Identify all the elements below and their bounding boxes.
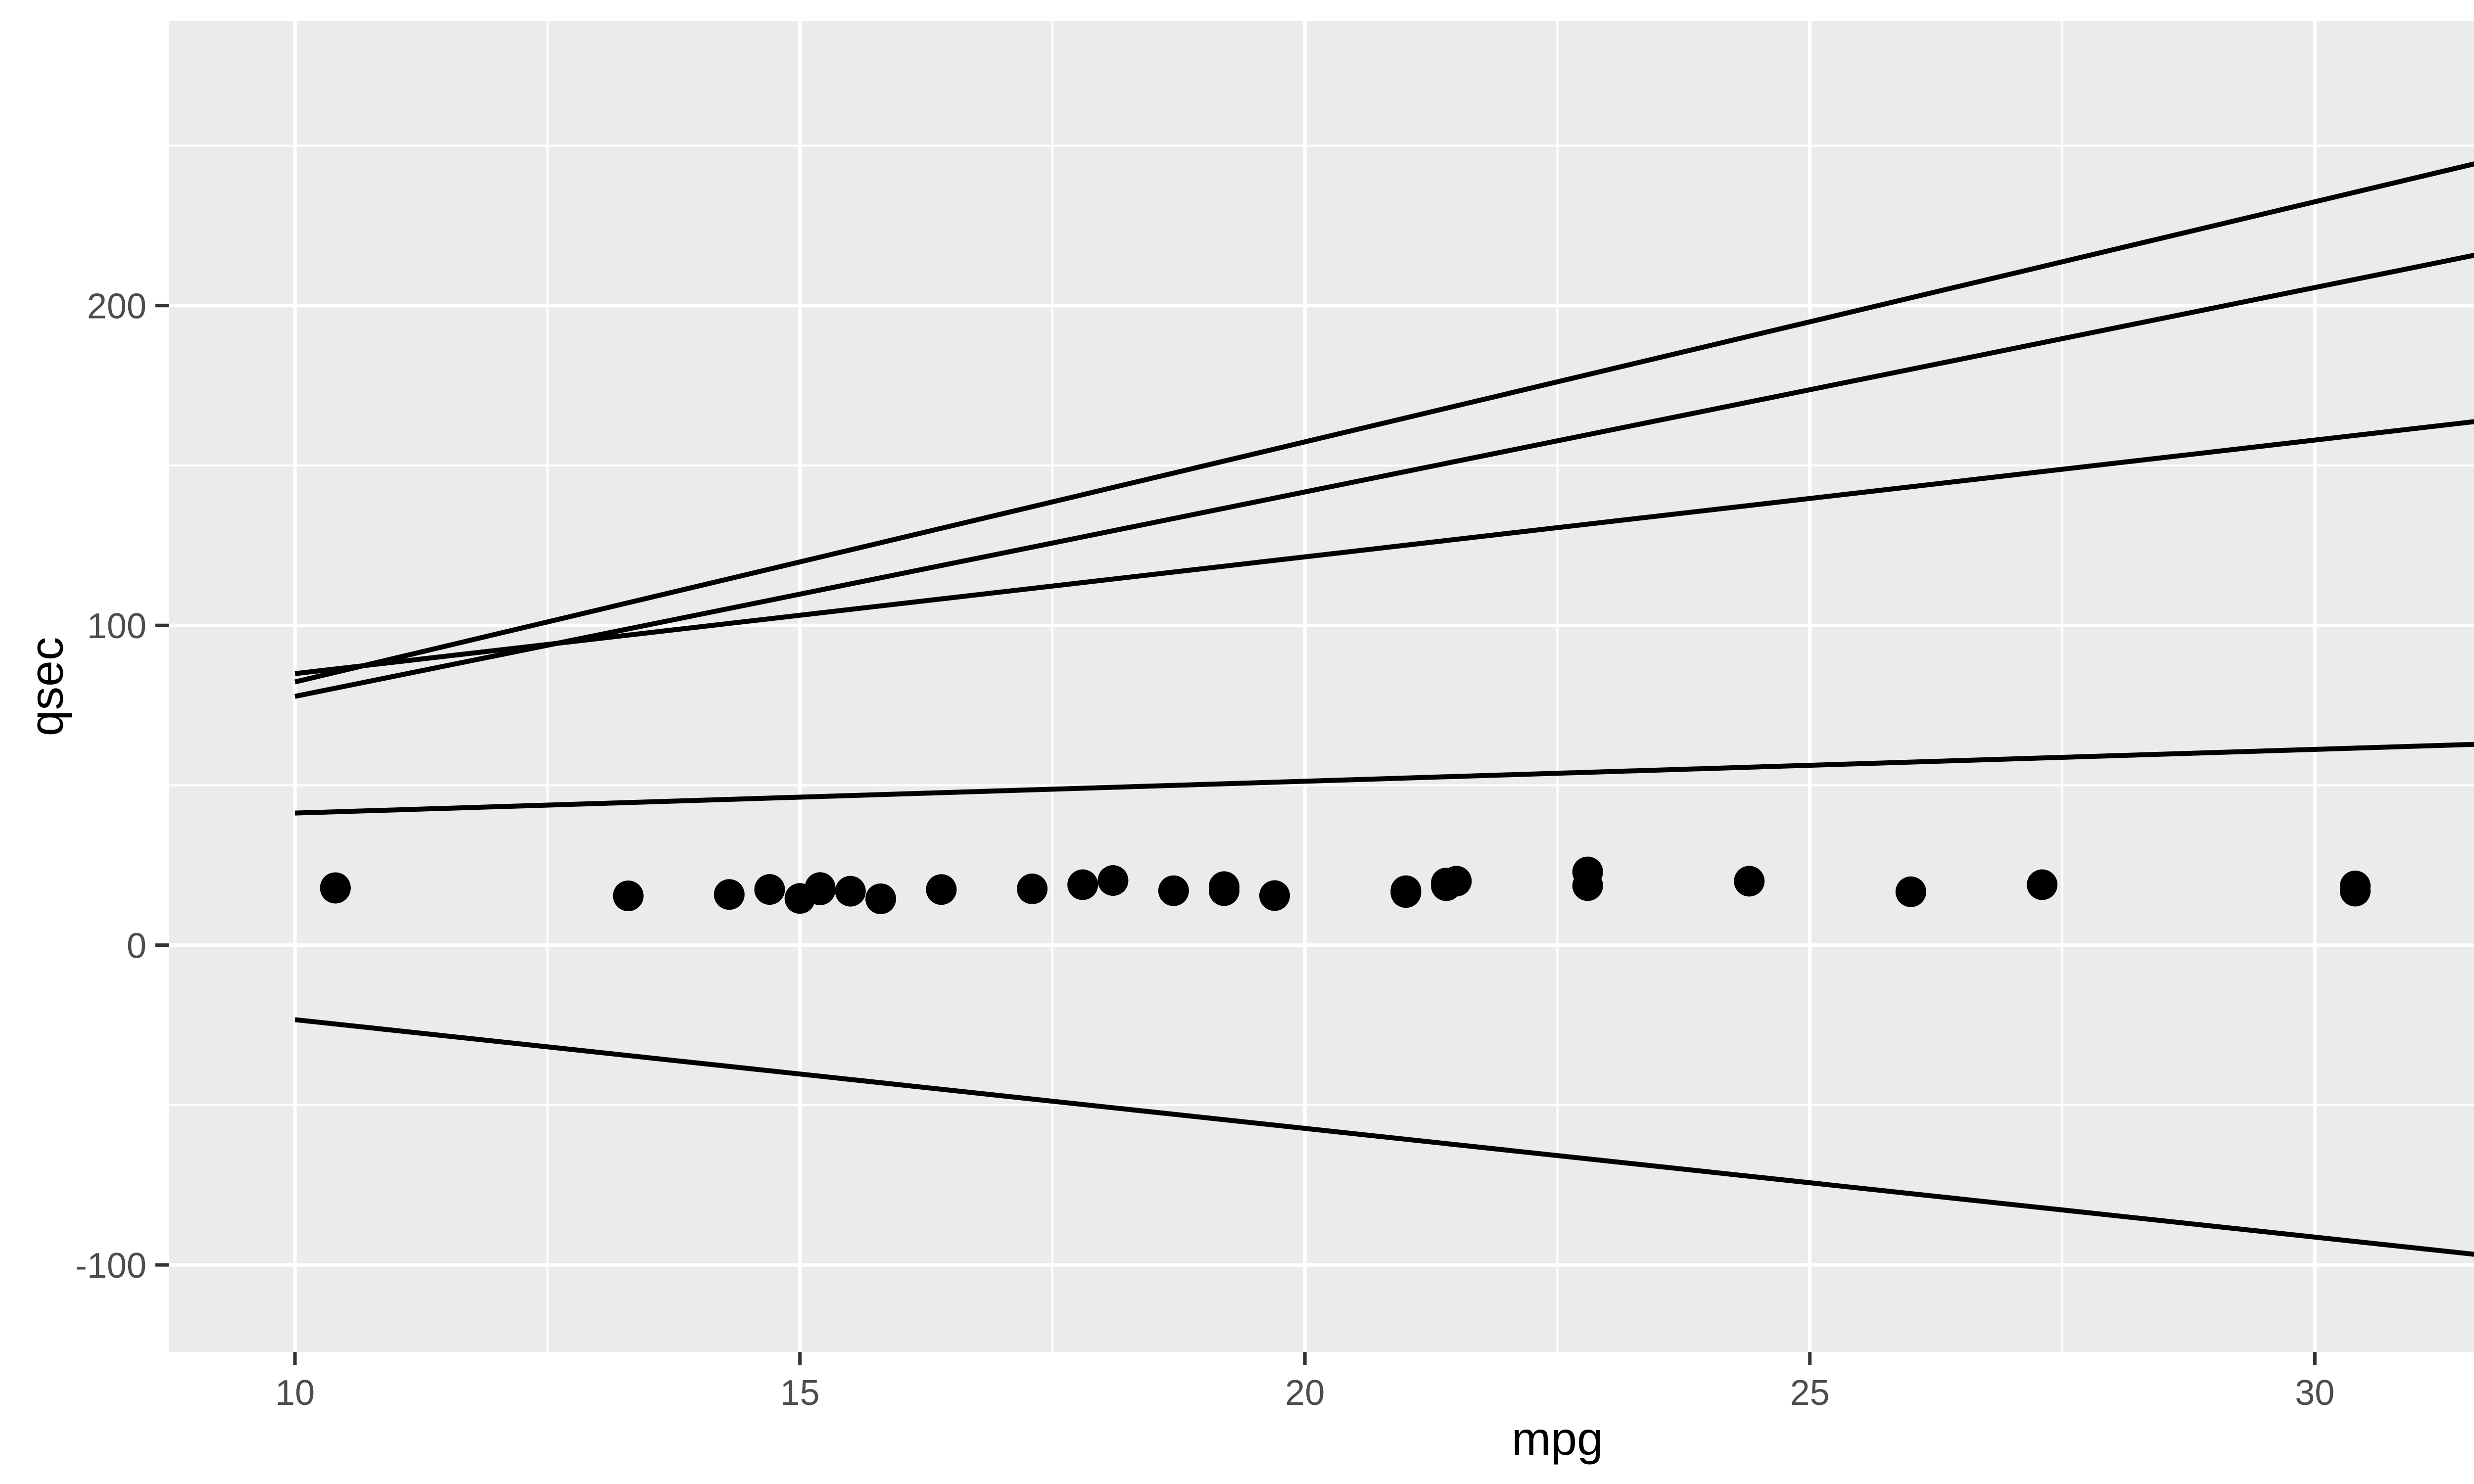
data-point [714, 879, 745, 910]
abline-segment [294, 161, 2474, 685]
data-point [1390, 875, 1422, 906]
data-point [754, 874, 785, 905]
abline-segment [294, 742, 2474, 816]
data-point [320, 873, 351, 904]
x-tick-label: 10 [275, 1373, 315, 1413]
x-tick-label: 30 [2295, 1373, 2334, 1413]
data-point [2027, 869, 2058, 900]
data-point [865, 883, 896, 914]
data-point [1572, 856, 1603, 887]
y-tick-label: 0 [127, 927, 146, 966]
data-point [613, 881, 644, 912]
y-tick-label: 100 [87, 606, 146, 646]
x-tick-label: 20 [1285, 1373, 1325, 1413]
data-point [1895, 876, 1926, 907]
data-point [835, 876, 866, 907]
abline-segment [294, 253, 2474, 699]
y-axis-title: qsec [20, 637, 73, 737]
data-point [1097, 865, 1129, 896]
y-tick-label: 200 [87, 287, 146, 326]
data-point [2339, 876, 2371, 907]
x-axis-title: mpg [1512, 1413, 1603, 1465]
data-point [1067, 869, 1098, 900]
data-point [1017, 873, 1048, 904]
abline-segment [294, 1017, 2474, 1257]
data-point [1734, 866, 1765, 897]
y-tick-label: -100 [75, 1246, 146, 1286]
data-point [1208, 875, 1239, 906]
data-point [784, 883, 815, 914]
abline-segment [294, 419, 2474, 676]
data-point [1259, 880, 1290, 911]
data-point [1430, 870, 1462, 901]
data-point [1158, 875, 1189, 906]
panel-background [169, 21, 2474, 1352]
x-tick-label: 25 [1790, 1373, 1830, 1413]
data-point [926, 874, 957, 905]
x-tick-label: 15 [780, 1373, 820, 1413]
